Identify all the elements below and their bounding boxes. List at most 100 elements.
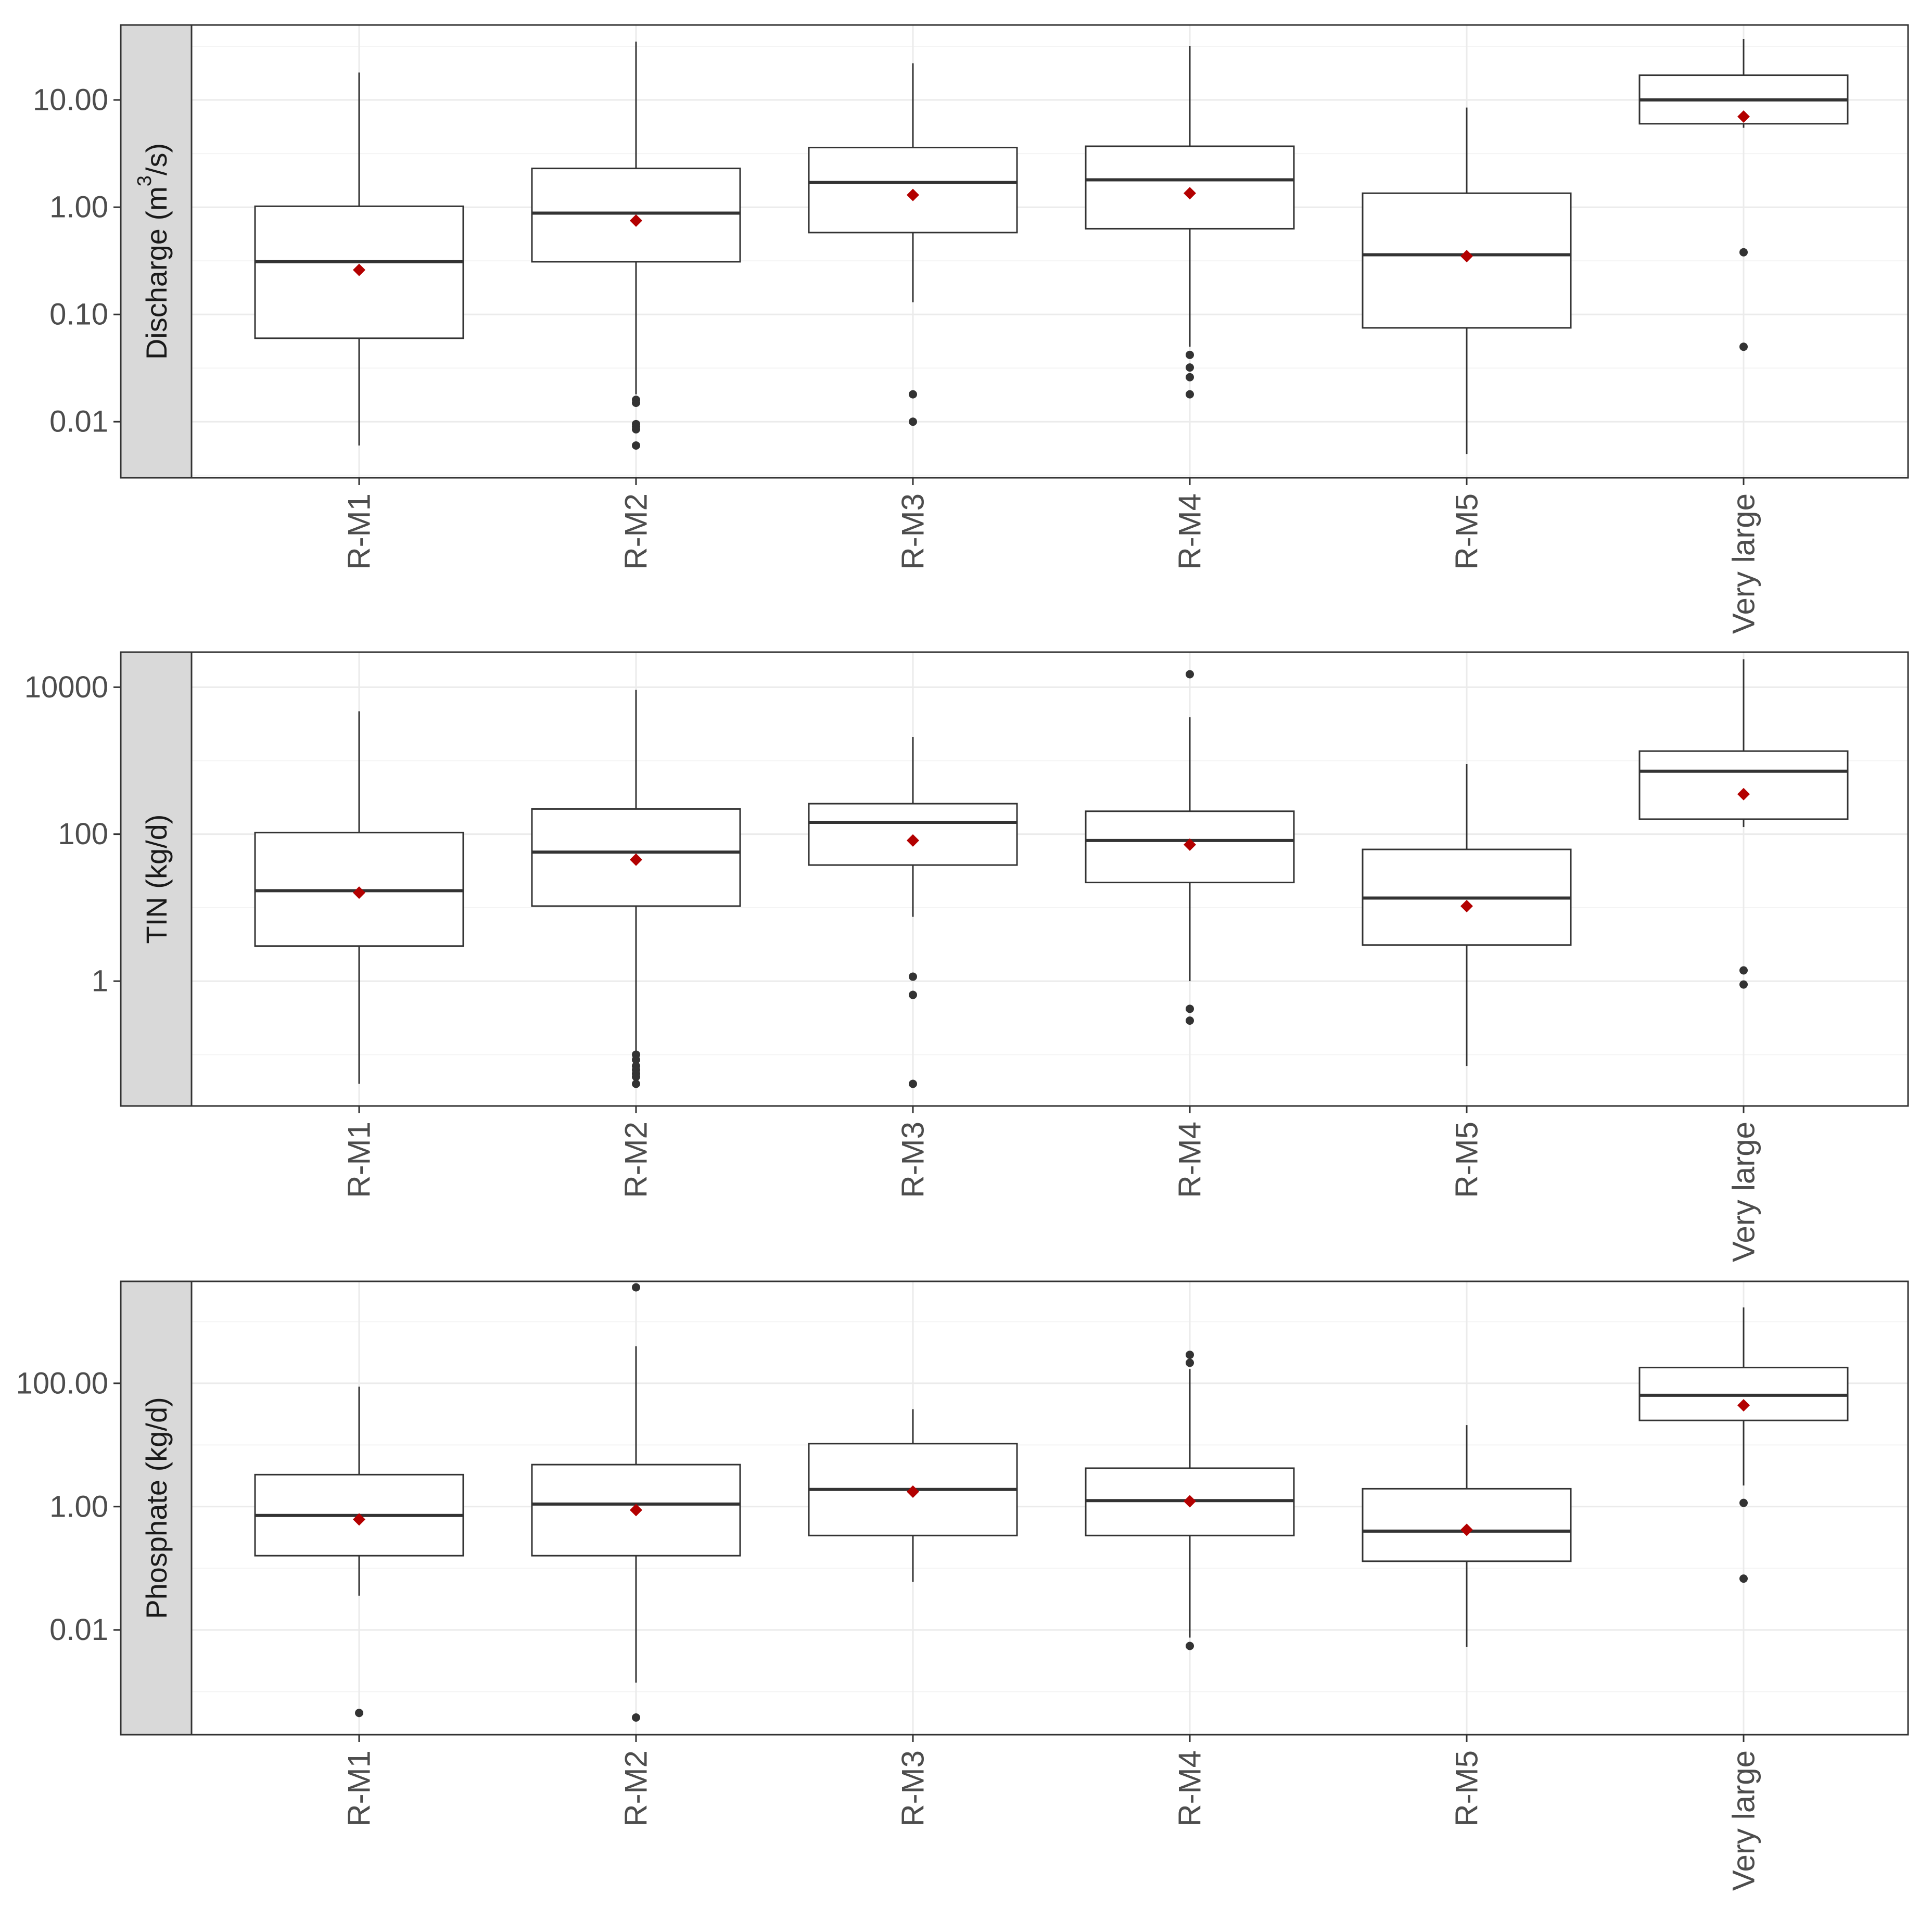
y-axis-label: TIN (kg/d) (140, 815, 173, 944)
box-r-m2 (531, 690, 741, 1088)
outlier-point (1186, 670, 1194, 679)
y-axis-label-superscript: 3 (134, 175, 156, 186)
outlier-point (909, 390, 917, 399)
box-r-m4 (1085, 45, 1295, 399)
x-tick-label: R-M5 (1450, 1122, 1484, 1198)
panel-border (120, 24, 1909, 479)
y-tick-label: 0.01 (49, 1613, 108, 1647)
outlier-point (1186, 1016, 1194, 1025)
box-r-m4 (1085, 1351, 1295, 1650)
mean-marker (1184, 838, 1196, 851)
panel-discharge: Discharge (m3/s) 0.01 0.10 1.00 10.00 R-M1 R-M… (33, 24, 1909, 634)
mean-marker (1460, 250, 1473, 263)
box-r-m1 (254, 72, 464, 446)
y-tick-label: 0.01 (49, 405, 108, 439)
outlier-point (632, 1079, 640, 1088)
x-tick-label: R-M1 (342, 1122, 377, 1198)
box-very-large (1638, 1307, 1849, 1583)
x-tick-label: Very large (1726, 1750, 1761, 1891)
box-iqr (808, 803, 1018, 866)
mean-marker (630, 1504, 642, 1517)
x-tick-label: Very large (1726, 1122, 1761, 1262)
box-r-m3 (808, 63, 1018, 426)
mean-marker (1460, 899, 1473, 912)
panel-phosphate: Phosphate (kg/d) 0.01 1.00 100.00 R-M1 R-M2 R-… (16, 1280, 1909, 1891)
outlier-point (632, 1283, 640, 1292)
outlier-point (1739, 342, 1748, 351)
y-tick-label: 0.10 (49, 298, 108, 332)
outlier-point (355, 1709, 363, 1718)
mean-marker (353, 1513, 365, 1526)
outlier-point (1739, 248, 1748, 257)
outlier-point (1186, 1642, 1194, 1650)
outlier-point (1186, 350, 1194, 359)
outlier-point (909, 417, 917, 426)
y-axis-label-main: Phosphate (kg/d) (140, 1397, 173, 1619)
y-axis-label: Phosphate (kg/d) (140, 1397, 173, 1619)
mean-marker (353, 886, 365, 899)
box-r-m5 (1362, 107, 1572, 454)
x-tick-label: R-M4 (1173, 1122, 1208, 1198)
mean-marker (1184, 187, 1196, 200)
box-r-m3 (808, 1409, 1018, 1582)
y-tick-label: 10.00 (33, 83, 108, 117)
mean-marker (630, 214, 642, 227)
x-tick-label: R-M5 (1450, 493, 1484, 570)
y-tick-label: 1 (92, 964, 108, 998)
outlier-point (1739, 966, 1748, 975)
box-r-m1 (254, 1387, 464, 1718)
outlier-point (1186, 1358, 1194, 1367)
x-tick-label: R-M1 (342, 493, 377, 570)
x-tick-label: Very large (1726, 493, 1761, 634)
outlier-point (632, 398, 640, 407)
x-tick-label: R-M3 (896, 1122, 931, 1198)
x-tick-label: R-M5 (1450, 1750, 1484, 1827)
mean-marker (630, 853, 642, 866)
mean-marker (907, 834, 919, 847)
x-tick-label: R-M4 (1173, 1750, 1208, 1827)
y-tick-label: 10000 (24, 670, 108, 704)
outlier-point (1739, 980, 1748, 989)
box-iqr (1638, 750, 1849, 820)
outlier-point (909, 1079, 917, 1088)
box-r-m5 (1362, 1425, 1572, 1647)
outlier-point (632, 425, 640, 434)
outlier-point (1186, 390, 1194, 399)
panel-border (120, 651, 1909, 1107)
x-tick-label: R-M2 (619, 493, 654, 570)
outlier-point (632, 1055, 640, 1064)
outlier-point (1186, 373, 1194, 381)
outlier-point (909, 972, 917, 981)
outlier-point (1186, 1351, 1194, 1359)
mean-marker (907, 1485, 919, 1498)
mean-marker (1737, 787, 1750, 800)
y-axis-label-tail: /s) (140, 143, 173, 175)
box-iqr (531, 808, 741, 907)
outlier-point (632, 1072, 640, 1081)
x-tick-label: R-M1 (342, 1750, 377, 1827)
y-tick-label: 1.00 (49, 1490, 108, 1523)
box-r-m2 (531, 41, 741, 450)
x-tick-label: R-M3 (896, 493, 931, 570)
mean-marker (1737, 110, 1750, 123)
outlier-point (909, 990, 917, 999)
x-tick-label: R-M2 (619, 1122, 654, 1198)
y-axis-label-main: Discharge (m (140, 186, 173, 360)
panel-border (120, 1280, 1909, 1736)
box-r-m3 (808, 737, 1018, 1088)
mean-marker (1184, 1495, 1196, 1508)
outlier-point (1739, 1574, 1748, 1583)
box-r-m5 (1362, 764, 1572, 1066)
y-tick-label: 100.00 (16, 1366, 108, 1400)
box-very-large (1638, 39, 1849, 351)
box-r-m4 (1085, 670, 1295, 1025)
x-tick-label: R-M4 (1173, 493, 1208, 570)
x-tick-label: R-M2 (619, 1750, 654, 1827)
y-tick-label: 1.00 (49, 190, 108, 224)
y-axis-label: Discharge (m3/s) (134, 143, 173, 360)
mean-marker (1737, 1399, 1750, 1412)
outlier-point (1739, 1498, 1748, 1507)
y-tick-label: 100 (58, 817, 108, 851)
facet-strip (120, 24, 193, 479)
